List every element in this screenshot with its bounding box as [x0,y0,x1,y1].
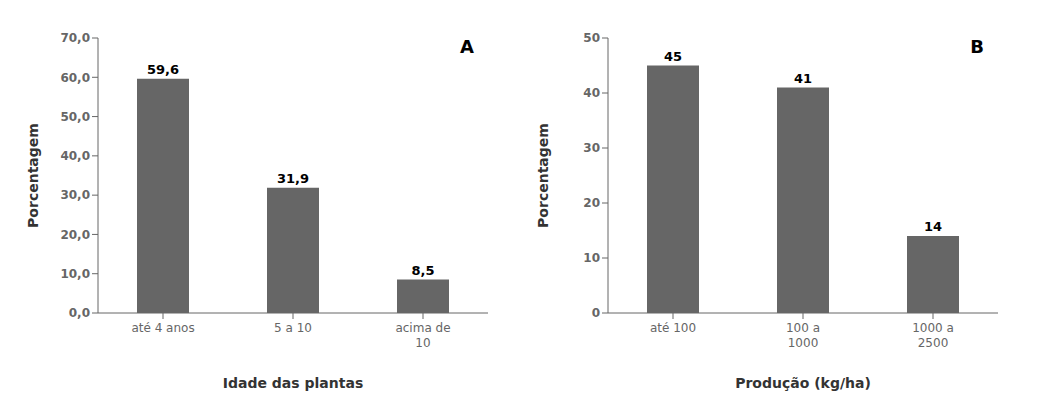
svg-text:45: 45 [664,49,682,64]
svg-text:59,6: 59,6 [147,62,179,77]
svg-text:41: 41 [794,71,812,86]
svg-text:acima de10: acima de10 [395,321,450,350]
svg-text:70,0: 70,0 [60,31,90,45]
svg-text:31,9: 31,9 [277,171,309,186]
html-text:B: B [970,36,984,57]
svg-text:60,0: 60,0 [60,71,90,85]
svg-text:Idade das plantas: Idade das plantas [223,375,363,391]
svg-text:100 a1000: 100 a1000 [786,321,820,350]
svg-text:20: 20 [583,196,600,210]
html-text:A: A [460,36,474,57]
svg-text:30,0: 30,0 [60,188,90,202]
svg-text:14: 14 [924,219,942,234]
svg-text:40,0: 40,0 [60,149,90,163]
svg-text:Porcentagem: Porcentagem [25,123,41,228]
svg-text:40: 40 [583,86,600,100]
svg-text:até 100: até 100 [650,321,696,335]
svg-text:Produção (kg/ha): Produção (kg/ha) [735,375,871,391]
svg-text:0: 0 [592,306,600,320]
svg-text:5 a 10: 5 a 10 [274,321,312,335]
svg-text:10,0: 10,0 [60,267,90,281]
svg-text:0,0: 0,0 [69,306,90,320]
svg-text:50: 50 [583,31,600,45]
svg-text:até 4 anos: até 4 anos [131,321,194,335]
svg-text:50,0: 50,0 [60,110,90,124]
svg-text:30: 30 [583,141,600,155]
svg-text:Porcentagem: Porcentagem [535,123,551,228]
svg-text:20,0: 20,0 [60,228,90,242]
svg-text:1000 a2500: 1000 a2500 [912,321,954,350]
svg-text:8,5: 8,5 [411,263,434,278]
svg-text:10: 10 [583,251,600,265]
